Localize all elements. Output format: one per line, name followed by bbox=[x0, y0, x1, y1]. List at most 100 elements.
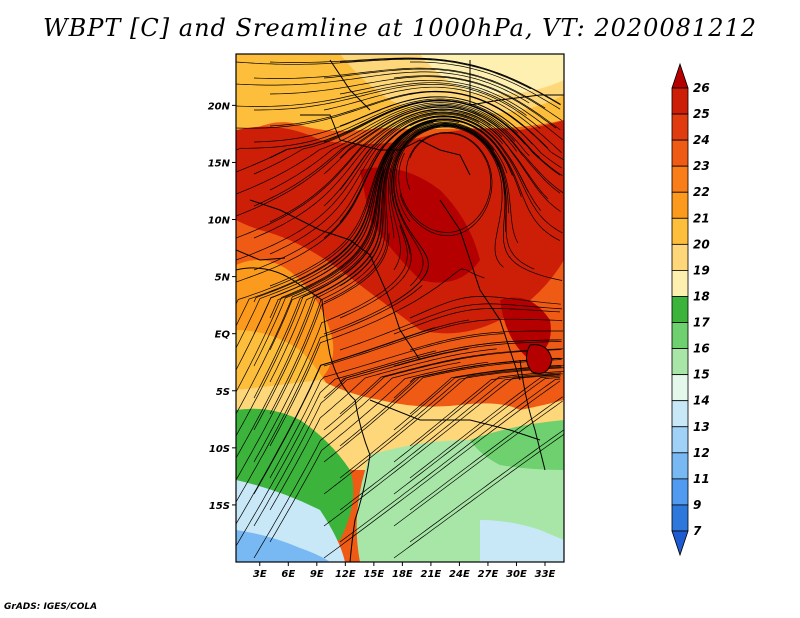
colorbar-label: 11 bbox=[693, 472, 710, 486]
lon-label: 30E bbox=[506, 569, 527, 580]
lat-label: EQ bbox=[215, 330, 231, 341]
streamline bbox=[409, 429, 564, 543]
colorbar-label: 25 bbox=[693, 107, 710, 121]
colorbar-label: 16 bbox=[693, 342, 710, 356]
colorbar-segment bbox=[671, 400, 689, 428]
streamline bbox=[323, 106, 561, 194]
streamline bbox=[339, 378, 561, 543]
longitude-axis: 3E 6E 9E 12E 15E 18E 21E 24E 27E 30E 33E bbox=[253, 562, 556, 580]
colorbar-segment bbox=[671, 191, 689, 219]
colorbar-segment bbox=[671, 217, 689, 245]
streamline bbox=[269, 134, 410, 383]
wbpt-zone-17c-east bbox=[470, 420, 564, 470]
streamline bbox=[409, 375, 561, 479]
streamlines bbox=[236, 57, 564, 559]
streamline bbox=[398, 132, 492, 233]
colorbar-bottom-arrow bbox=[671, 530, 689, 557]
lon-label: 27E bbox=[478, 569, 499, 580]
streamline bbox=[393, 377, 560, 495]
streamline bbox=[323, 349, 562, 431]
colorbar-label: 19 bbox=[693, 263, 710, 277]
lon-label: 33E bbox=[535, 569, 556, 580]
colorbar-segment bbox=[671, 452, 689, 480]
streamline bbox=[253, 115, 486, 271]
colorbar-label: 12 bbox=[693, 446, 710, 460]
map-title: WBPT [C] and Sreamline at 1000hPa, VT: 2… bbox=[42, 14, 758, 42]
streamline bbox=[236, 137, 402, 371]
streamline bbox=[236, 187, 382, 437]
streamline bbox=[339, 79, 563, 140]
lat-label: 20N bbox=[208, 101, 231, 112]
colorbar-segment bbox=[671, 87, 689, 115]
streamline bbox=[236, 152, 391, 393]
streamline bbox=[253, 225, 408, 463]
colorbar-segment bbox=[671, 426, 689, 454]
streamline bbox=[409, 396, 563, 511]
streamline bbox=[339, 357, 563, 447]
colorbar-segment bbox=[671, 348, 689, 376]
streamline bbox=[236, 118, 447, 305]
streamline bbox=[253, 362, 461, 559]
streamline bbox=[323, 366, 562, 495]
colorbar-segment bbox=[671, 113, 689, 141]
colorbar-label: 23 bbox=[693, 159, 710, 173]
footer-credit: GrADS: IGES/COLA bbox=[4, 602, 98, 612]
colorbar-segment bbox=[671, 478, 689, 506]
streamline bbox=[236, 169, 385, 415]
wbpt-zone-12c bbox=[236, 530, 330, 562]
streamline bbox=[339, 106, 564, 193]
streamline bbox=[236, 327, 435, 525]
streamline bbox=[389, 124, 509, 271]
latitude-axis: 20N 15N 10N 5N EQ 5S 10S 15S bbox=[208, 101, 236, 512]
streamline bbox=[236, 285, 423, 503]
streamline bbox=[387, 123, 519, 244]
streamline bbox=[253, 176, 386, 431]
lon-label: 21E bbox=[421, 569, 442, 580]
wbpt-zone-14c-se bbox=[480, 520, 564, 562]
streamline bbox=[269, 361, 489, 543]
colorbar-segment bbox=[671, 270, 689, 297]
lat-label: 15S bbox=[209, 501, 230, 512]
lon-label: 12E bbox=[335, 569, 356, 580]
streamline bbox=[339, 367, 564, 479]
streamline bbox=[393, 308, 561, 335]
lon-label: 15E bbox=[363, 569, 384, 580]
lat-label: 15N bbox=[208, 158, 231, 169]
colorbar-label: 17 bbox=[693, 316, 710, 330]
streamline bbox=[236, 102, 508, 195]
streamline bbox=[253, 67, 546, 109]
streamline bbox=[323, 380, 561, 559]
streamline bbox=[236, 120, 431, 327]
streamline bbox=[339, 303, 563, 351]
colorbar-segment bbox=[671, 139, 689, 167]
streamline bbox=[236, 109, 491, 239]
lon-label: 9E bbox=[310, 569, 324, 580]
streamline bbox=[269, 57, 561, 105]
colorbar-label: 22 bbox=[693, 185, 710, 199]
colorbar: 26 25 24 23 22 21 20 19 18 17 16 15 14 13 12 11 9 7 bbox=[671, 62, 710, 557]
streamline bbox=[269, 348, 497, 511]
streamline bbox=[323, 359, 562, 463]
colorbar-label: 14 bbox=[693, 394, 710, 408]
colorbar-segment bbox=[671, 504, 689, 532]
lon-label: 24E bbox=[449, 569, 470, 580]
streamline bbox=[393, 370, 564, 463]
streamline bbox=[323, 126, 440, 335]
streamline bbox=[339, 122, 508, 287]
lake-victoria bbox=[526, 344, 553, 374]
streamline bbox=[236, 82, 527, 116]
streamline bbox=[323, 339, 562, 399]
streamline bbox=[236, 105, 501, 217]
colorbar-label: 15 bbox=[693, 368, 710, 382]
colorbar-label: 13 bbox=[693, 420, 710, 434]
colorbar-segment bbox=[671, 322, 689, 349]
streamline bbox=[269, 156, 394, 415]
streamline bbox=[393, 434, 564, 559]
colorbar-label: 24 bbox=[693, 133, 710, 147]
lon-label: 6E bbox=[281, 569, 295, 580]
streamline bbox=[339, 58, 561, 106]
colorbar-segment bbox=[671, 165, 689, 193]
streamline bbox=[236, 99, 515, 173]
map-frame bbox=[235, 53, 565, 563]
